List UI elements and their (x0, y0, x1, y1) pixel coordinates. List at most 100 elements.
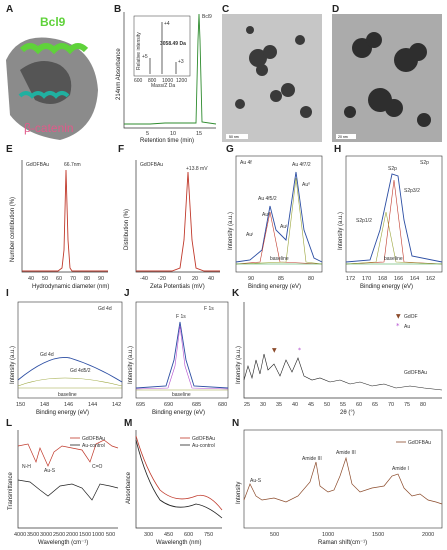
bcl9-peak-label: Bcl9 (202, 14, 212, 20)
panel-k: K ▼ * ▼ GdOF * Au GdOFBAu 25 30 35 40 45… (232, 288, 443, 416)
h-title: S2p (420, 160, 429, 166)
k-tick-5: 50 (324, 402, 330, 408)
l-xlabel: Wavelength (cm⁻¹) (38, 540, 88, 546)
m-tick-1: 450 (164, 532, 173, 538)
l-gdofbau (17, 439, 119, 467)
b-xlabel: Retention time (min) (140, 138, 194, 144)
k-tick-10: 75 (404, 402, 410, 408)
panel-label-e: E (6, 144, 13, 155)
h-ylabel: Intensity (a.u.) (338, 212, 344, 250)
i-tick-0: 150 (16, 402, 25, 408)
l-tick-1: 3500 (27, 532, 39, 538)
m-legend-1: GdOFBAu (192, 436, 215, 442)
f-tick-2: 0 (178, 276, 181, 282)
g-envelope (235, 171, 323, 263)
n-tick-1: 1000 (322, 532, 334, 538)
f-sample: GdOFBAu (140, 162, 163, 168)
g-peak2: Au 4f7/2 (292, 162, 311, 168)
scale-bar-d (336, 134, 356, 139)
k-tick-3: 40 (292, 402, 298, 408)
l-legend-1: GdOFBAu (82, 436, 105, 442)
panel-a: A Bcl9 β-catenin (6, 4, 98, 140)
l-tick-6: 1000 (92, 532, 104, 538)
h-envelope (345, 173, 443, 263)
panel-label-n: N (232, 418, 239, 429)
b-tick-10: 10 (170, 131, 176, 137)
m-au-control (135, 439, 223, 519)
h-peak: S2p (388, 166, 397, 172)
panel-j: J F 1s F 1s baseline 695 690 685 680 Bin… (124, 288, 229, 416)
g-tick-1: 85 (278, 276, 284, 282)
panel-label-b: B (114, 4, 121, 15)
k-marker-au: * (298, 347, 301, 354)
m-ylabel: Absorbance (126, 471, 132, 504)
m-xlabel: Wavelength (nm) (156, 540, 201, 546)
e-ylabel: Number contribution (%) (10, 197, 16, 262)
e-peak-label: 66.7nm (64, 162, 81, 168)
j-peak: F 1s (176, 314, 186, 320)
catenin-label: β-catenin (24, 121, 74, 135)
e-tick-1: 50 (42, 276, 48, 282)
n-tick-2: 1500 (372, 532, 384, 538)
k-marker-gdof: ▼ (272, 347, 277, 354)
f-ylabel: Distribution (%) (124, 209, 130, 250)
k-tick-1: 30 (260, 402, 266, 408)
l-tick-7: 500 (106, 532, 115, 538)
k-legend-au-marker: * (396, 322, 400, 330)
nanoparticles-d (344, 32, 431, 127)
k-tick-8: 65 (372, 402, 378, 408)
k-xlabel: 2θ (°) (340, 410, 355, 416)
i-xlabel: Binding energy (eV) (36, 410, 89, 416)
h-s12-label: S2p1/2 (356, 218, 372, 224)
i-envelope (17, 357, 123, 383)
panel-label-l: L (6, 418, 12, 429)
m-gdofbau (135, 435, 223, 511)
i-tick-4: 142 (112, 402, 121, 408)
charge-5: +5 (142, 54, 148, 60)
l-nh: N-H (22, 464, 31, 470)
i-ylabel: Intensity (a.u.) (10, 346, 16, 384)
f-peak-label: +13.8 mV (186, 166, 208, 172)
hplc-trace (124, 13, 217, 125)
panel-i: I Gd 4d Gd 4d Gd 4d5/2 baseline 150 148 … (6, 288, 123, 416)
panel-label-k: K (232, 288, 240, 299)
j-tick-1: 690 (164, 402, 173, 408)
scale-bar-c (226, 134, 248, 139)
panel-label-j: J (124, 288, 130, 299)
panel-label-g: G (226, 144, 234, 155)
g-aup1-label: Auᴵ (246, 232, 253, 238)
panel-l: L GdOFBAu Au-control N-H Au-S C=O 4000 3… (6, 418, 119, 546)
n-legend: GdOFBAu (408, 440, 431, 446)
panel-g: G Au 4f Au 4f5/2 Au 4f7/2 Au⁰ Au⁰ Auᴵ Au… (226, 144, 323, 290)
bcl9-helix (19, 43, 89, 55)
g-title: Au 4f (240, 160, 252, 166)
e-sample: GdOFBAu (26, 162, 49, 168)
n-tick-3: 2000 (422, 532, 434, 538)
n-ylabel: Intensity (236, 482, 242, 504)
h-tick-3: 166 (394, 276, 403, 282)
l-tick-2: 3000 (40, 532, 52, 538)
e-dls-curve (22, 169, 108, 272)
e-tick-2: 60 (56, 276, 62, 282)
panel-label-h: H (334, 144, 341, 155)
inset-tick-1: 800 (148, 78, 157, 84)
charge-3: +3 (178, 59, 184, 65)
panel-h: H S2p S2p S2p3/2 S2p1/2 baseline 172 170… (334, 144, 443, 290)
l-tick-5: 1500 (79, 532, 91, 538)
f-tick-3: 20 (192, 276, 198, 282)
i-title: Gd 4d (98, 306, 112, 312)
panel-label-c: C (222, 4, 229, 15)
h-tick-2: 168 (378, 276, 387, 282)
j-ylabel: Intensity (a.u.) (128, 346, 134, 384)
k-tick-4: 45 (308, 402, 314, 408)
inset-ylabel: Relative intensity (136, 32, 142, 70)
e-tick-0: 40 (28, 276, 34, 282)
panel-label-m: M (124, 418, 132, 429)
l-ylabel: Transmittance (8, 472, 14, 510)
l-au-control (17, 479, 119, 501)
scale-label-d: 20 nm (338, 135, 348, 139)
j-tick-0: 695 (136, 402, 145, 408)
panel-label-f: F (118, 144, 124, 155)
panel-f: F GdOFBAu +13.8 mV -40 -20 0 20 40 Zeta … (118, 144, 220, 290)
